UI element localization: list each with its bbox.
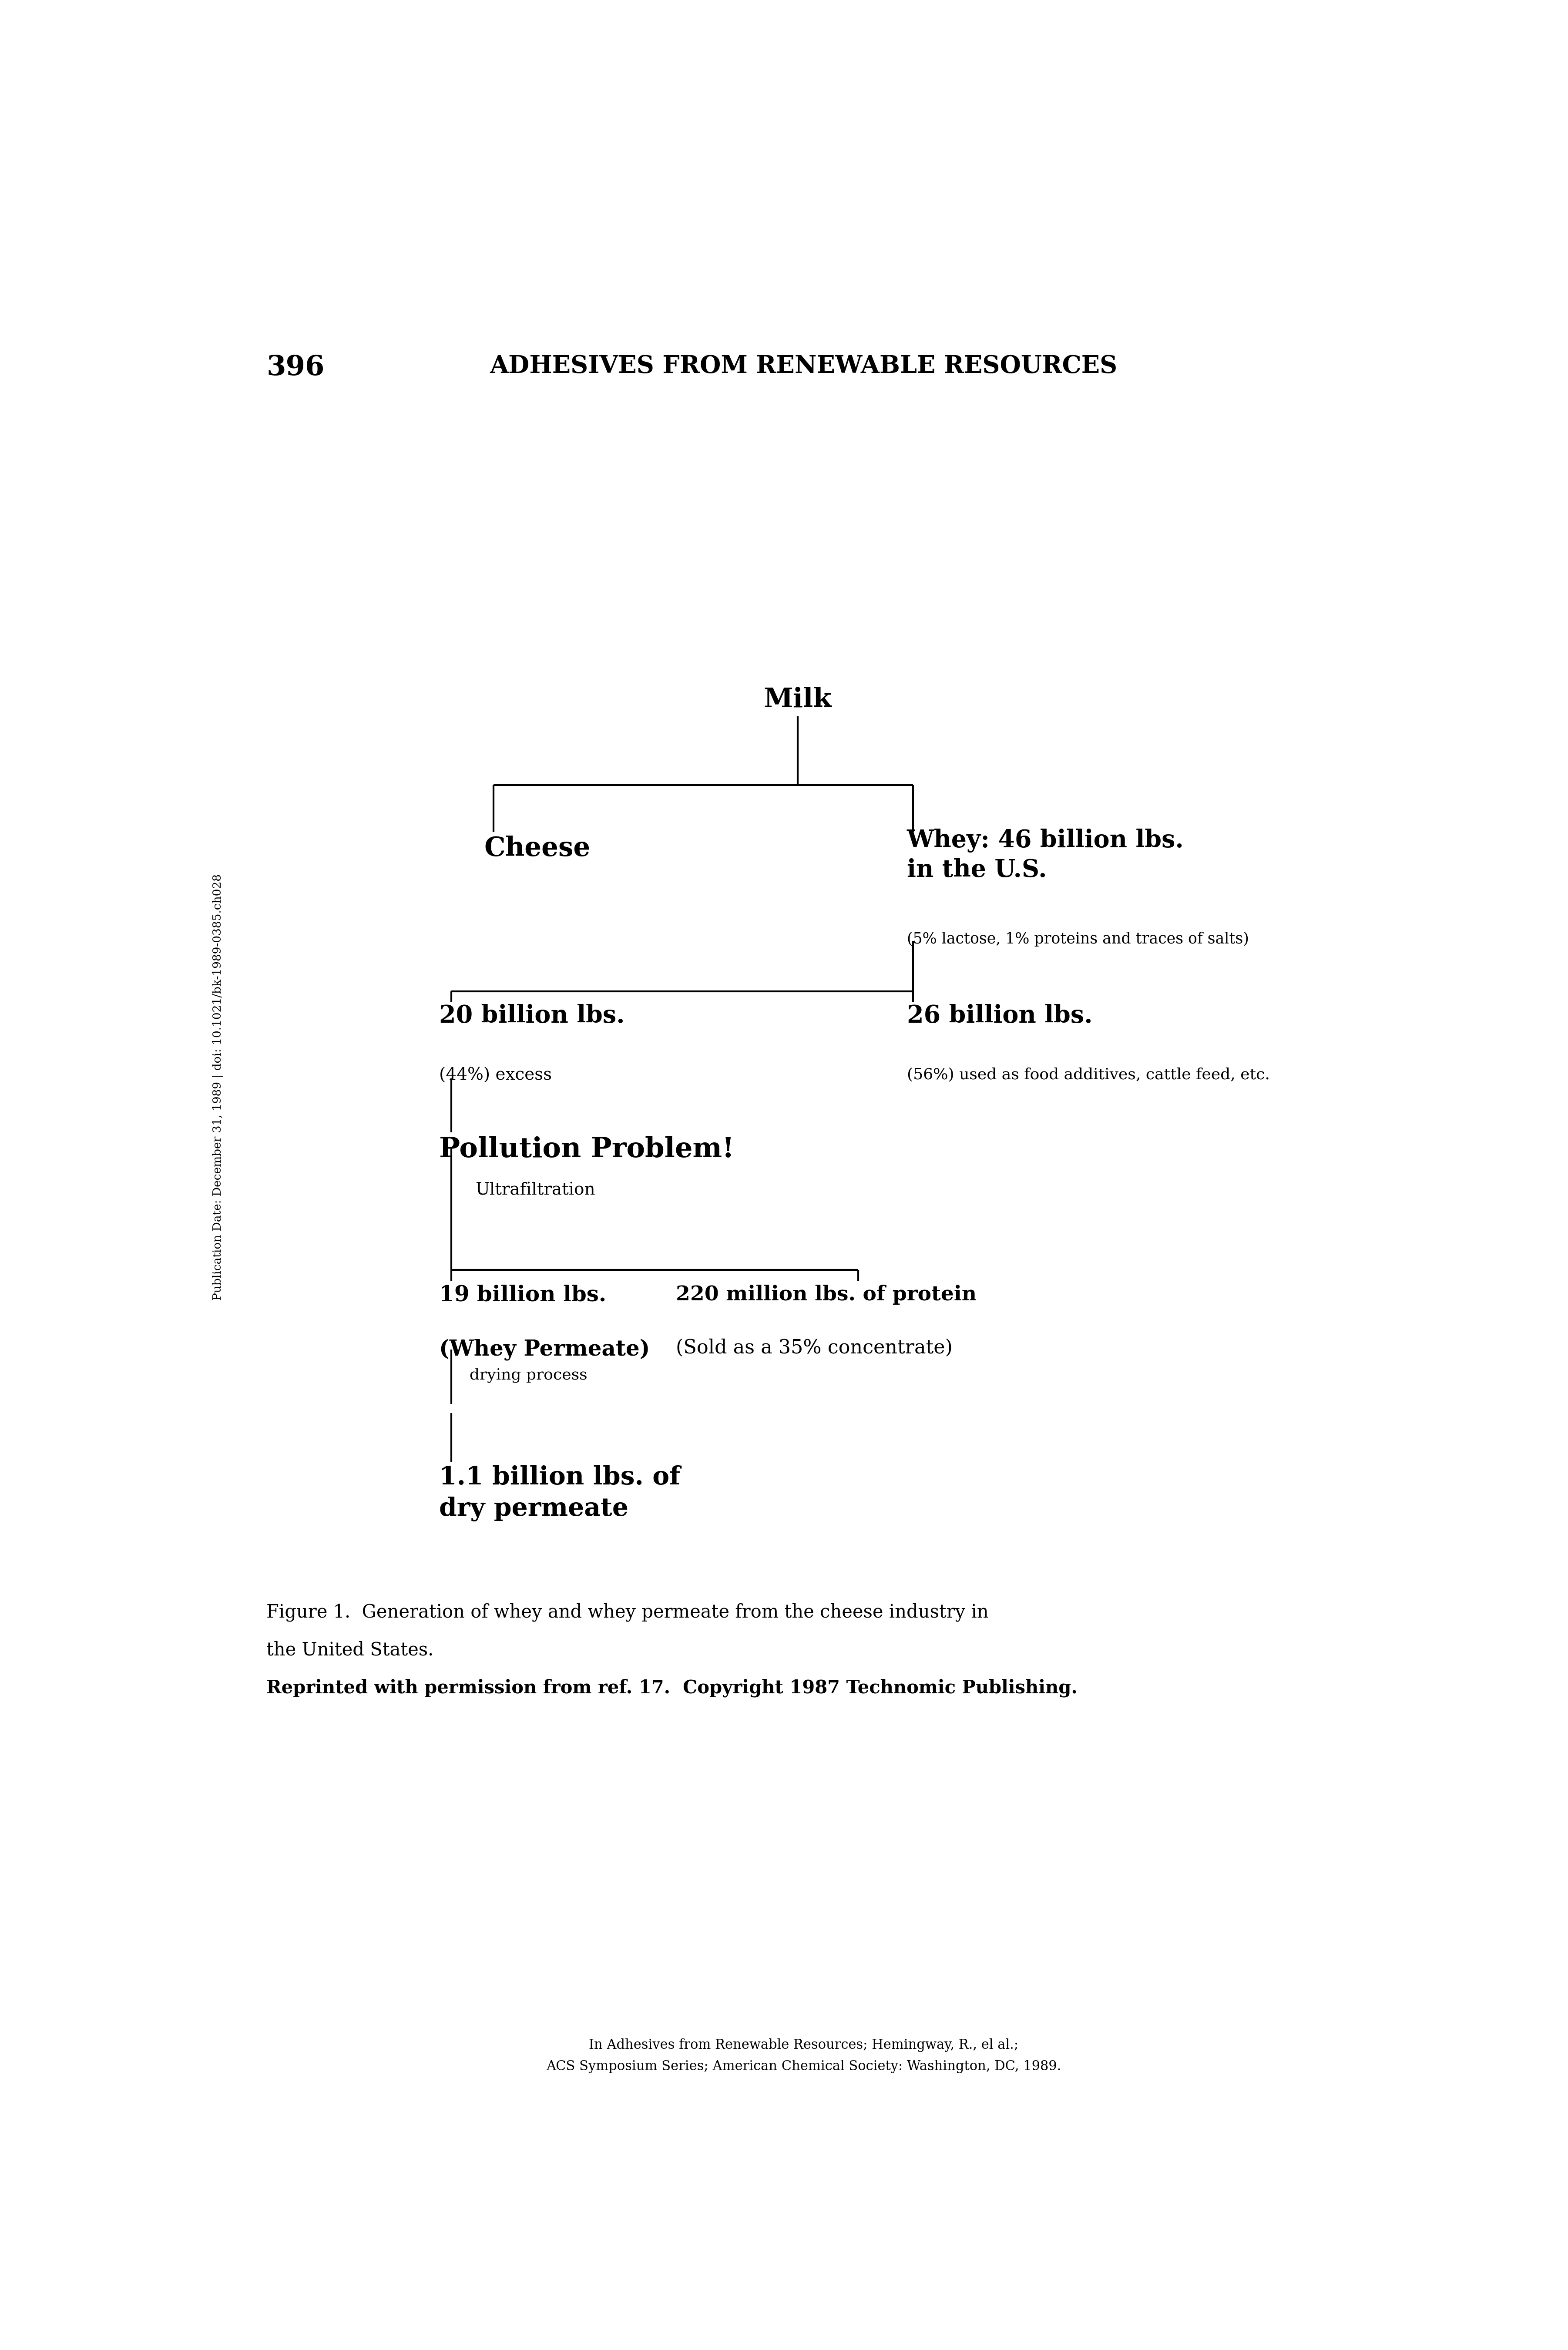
Text: Ultrafiltration: Ultrafiltration — [475, 1182, 596, 1198]
Text: In Adhesives from Renewable Resources; Hemingway, R., el al.;: In Adhesives from Renewable Resources; H… — [588, 2037, 1019, 2052]
Text: (Whey Permeate): (Whey Permeate) — [439, 1339, 649, 1361]
Text: Figure 1.  Generation of whey and whey permeate from the cheese industry in: Figure 1. Generation of whey and whey pe… — [267, 1603, 989, 1621]
Text: (44%) excess: (44%) excess — [439, 1067, 552, 1083]
Text: drying process: drying process — [469, 1368, 586, 1382]
Text: ACS Symposium Series; American Chemical Society: Washington, DC, 1989.: ACS Symposium Series; American Chemical … — [546, 2061, 1062, 2073]
Text: 396: 396 — [267, 355, 325, 381]
Text: ADHESIVES FROM RENEWABLE RESOURCES: ADHESIVES FROM RENEWABLE RESOURCES — [489, 355, 1118, 378]
Text: (Sold as a 35% concentrate): (Sold as a 35% concentrate) — [676, 1339, 953, 1358]
Text: Milk: Milk — [764, 686, 831, 712]
Text: the United States.: the United States. — [267, 1640, 434, 1659]
Text: 19 billion lbs.: 19 billion lbs. — [439, 1285, 607, 1307]
Text: 26 billion lbs.: 26 billion lbs. — [906, 1003, 1093, 1027]
Text: 20 billion lbs.: 20 billion lbs. — [439, 1003, 624, 1027]
Text: 1.1 billion lbs. of
dry permeate: 1.1 billion lbs. of dry permeate — [439, 1466, 681, 1520]
Text: Whey: 46 billion lbs.
in the U.S.: Whey: 46 billion lbs. in the U.S. — [906, 830, 1184, 881]
Text: Pollution Problem!: Pollution Problem! — [439, 1135, 734, 1163]
Text: 220 million lbs. of protein: 220 million lbs. of protein — [676, 1285, 977, 1304]
Text: (5% lactose, 1% proteins and traces of salts): (5% lactose, 1% proteins and traces of s… — [906, 931, 1248, 947]
Text: Publication Date: December 31, 1989 | doi: 10.1021/bk-1989-0385.ch028: Publication Date: December 31, 1989 | do… — [212, 874, 224, 1300]
Text: (56%) used as food additives, cattle feed, etc.: (56%) used as food additives, cattle fee… — [906, 1067, 1270, 1081]
Text: Reprinted with permission from ref. 17.  Copyright 1987 Technomic Publishing.: Reprinted with permission from ref. 17. … — [267, 1678, 1077, 1697]
Text: Cheese: Cheese — [485, 837, 590, 862]
